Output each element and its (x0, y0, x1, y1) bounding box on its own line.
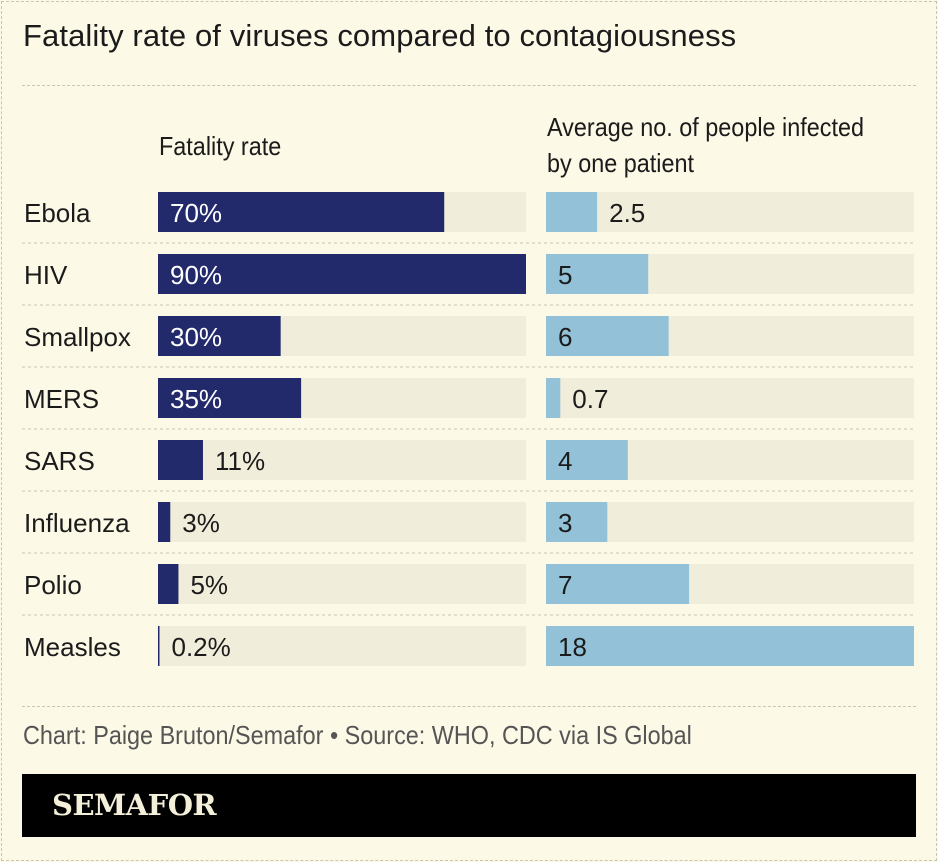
contagiousness-column-header: Average no. of people infected by one pa… (547, 109, 864, 181)
semafor-logo: SEMAFOR (52, 788, 217, 822)
fatality-bar-measles (158, 626, 160, 666)
logo-bar: SEMAFOR (22, 774, 916, 837)
contagion-value-label-influenza: 3 (558, 508, 572, 538)
contagion-bar-ebola (546, 192, 598, 232)
contagion-value-label-polio: 7 (558, 570, 572, 600)
fatality-bar-ebola (158, 192, 445, 232)
category-label-influenza: Influenza (24, 508, 130, 538)
contagion-bar-measles (546, 626, 914, 666)
category-label-mers: MERS (24, 384, 99, 414)
contagion-value-label-mers: 0.7 (572, 384, 608, 414)
fatality-bar-polio (158, 564, 179, 604)
fatality-value-label-hiv: 90% (170, 260, 222, 290)
contagion-bar-mers (546, 378, 561, 418)
fatality-value-label-ebola: 70% (170, 198, 222, 228)
contagion-bar-hiv (546, 254, 649, 294)
fatality-bar-sars (158, 440, 203, 480)
title-divider (22, 85, 916, 86)
fatality-bar-influenza (158, 502, 171, 542)
contagion-bar-smallpox (546, 316, 669, 356)
fatality-value-label-influenza: 3% (182, 508, 220, 538)
contagion-track-mers (546, 378, 914, 418)
contagion-bar-sars (546, 440, 628, 480)
fatality-value-label-sars: 11% (215, 446, 265, 476)
source-credit: Chart: Paige Bruton/Semafor • Source: WH… (23, 720, 692, 750)
fatality-track-sars (158, 440, 526, 480)
fatality-bar-smallpox (158, 316, 281, 356)
fatality-value-label-smallpox: 30% (170, 322, 222, 352)
footer-divider (22, 706, 916, 707)
contagion-value-label-measles: 18 (558, 632, 587, 662)
fatality-track-measles (158, 626, 526, 666)
contagion-track-ebola (546, 192, 914, 232)
fatality-bar-mers (158, 378, 302, 418)
category-label-sars: SARS (24, 446, 95, 476)
fatality-value-label-measles: 0.2% (172, 632, 231, 662)
category-label-ebola: Ebola (24, 198, 91, 228)
chart-title: Fatality rate of viruses compared to con… (23, 18, 737, 53)
contagion-value-label-sars: 4 (558, 446, 572, 476)
fatality-track-polio (158, 564, 526, 604)
contagiousness-header-line-2: by one patient (547, 148, 695, 178)
contagion-value-label-smallpox: 6 (558, 322, 572, 352)
contagiousness-header-line-1: Average no. of people infected (547, 112, 865, 142)
category-label-hiv: HIV (24, 260, 68, 290)
contagion-value-label-ebola: 2.5 (609, 198, 645, 228)
fatality-value-label-mers: 35% (170, 384, 222, 414)
fatality-track-influenza (158, 502, 526, 542)
category-label-polio: Polio (24, 570, 82, 600)
category-label-measles: Measles (24, 632, 121, 662)
fatality-bar-hiv (158, 254, 526, 294)
fatality-column-header: Fatality rate (159, 131, 282, 161)
category-label-smallpox: Smallpox (24, 322, 131, 352)
contagion-bar-influenza (546, 502, 608, 542)
contagion-value-label-hiv: 5 (558, 260, 572, 290)
fatality-value-label-polio: 5% (190, 570, 228, 600)
contagion-bar-polio (546, 564, 690, 604)
